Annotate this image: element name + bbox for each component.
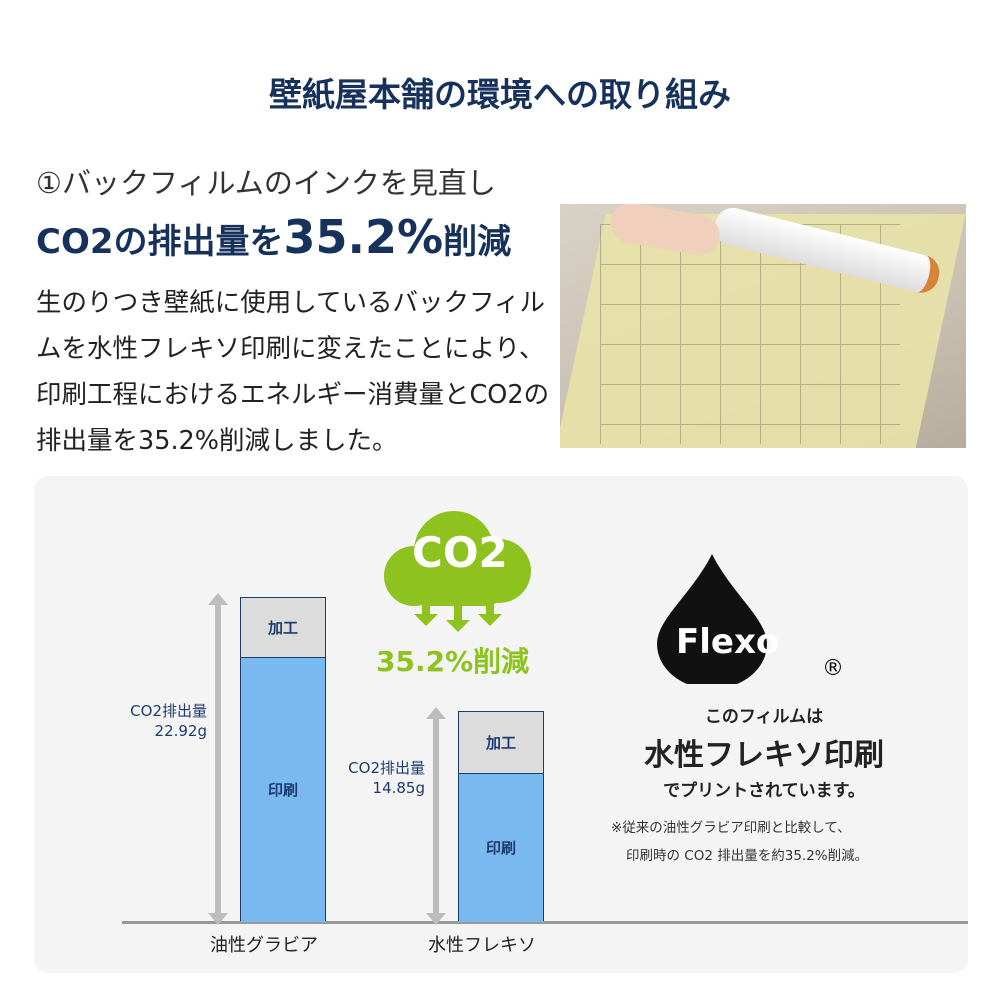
flexo-line3: でプリントされています。 — [663, 781, 865, 801]
flexo-note1: ※従来の油性グラビア印刷と比較して、 — [611, 820, 851, 836]
product-photo — [560, 204, 966, 448]
bar-segment-processing: 加工 — [459, 712, 543, 774]
stacked-bar: 印刷 加工 — [458, 711, 544, 922]
bar-segment-printing: 印刷 — [459, 773, 543, 922]
headline: CO2の排出量を35.2%削減 — [36, 210, 511, 264]
flexo-line1: このフィルムは — [704, 707, 824, 727]
stacked-bar: 印刷 加工 — [240, 597, 326, 922]
co2-cloud-icon — [384, 511, 531, 632]
cloud-label: CO2 — [412, 528, 508, 577]
flexo-note2: 印刷時の CO2 排出量を約35.2%削減。 — [626, 848, 869, 864]
bar-segment-printing: 印刷 — [241, 657, 325, 922]
flexo-line2: 水性フレキソ印刷 — [644, 738, 884, 773]
baseline — [122, 921, 968, 924]
headline-post: 削減 — [443, 222, 512, 262]
category-label: 水性フレキソ — [428, 935, 536, 956]
total-label-title: CO2排出量 — [348, 759, 425, 778]
body-text: 生のりつき壁紙に使用しているバックフィルムを水性フレキソ印刷に変えたことにより、… — [36, 288, 550, 456]
flexo-drop-icon — [657, 554, 767, 684]
total-label-value: 22.92g — [154, 722, 207, 741]
total-label-value: 14.85g — [372, 779, 425, 798]
subheading: ①バックフィルムのインクを見直し — [36, 166, 496, 200]
bar-segment-processing: 加工 — [241, 598, 325, 658]
total-label: CO2排出量 22.92g — [105, 701, 207, 741]
headline-pre: CO2の排出量を — [36, 222, 284, 262]
total-label-title: CO2排出量 — [130, 702, 207, 721]
registered-mark: ® — [822, 656, 844, 681]
flexo-logo: Flexo — [676, 622, 780, 662]
height-arrow — [426, 707, 446, 925]
headline-value: 35.2% — [283, 210, 444, 264]
height-arrow — [208, 593, 228, 925]
page-title: 壁紙屋本舗の環境への取り組み — [269, 75, 731, 114]
comparison-panel: CO2 35.2%削減 Flexo ® このフィルムは 水性フレキソ印刷 でプリ… — [34, 476, 968, 973]
reduction-label: 35.2%削減 — [376, 645, 530, 678]
category-label: 油性グラビア — [210, 935, 318, 956]
total-label: CO2排出量 14.85g — [323, 758, 425, 798]
